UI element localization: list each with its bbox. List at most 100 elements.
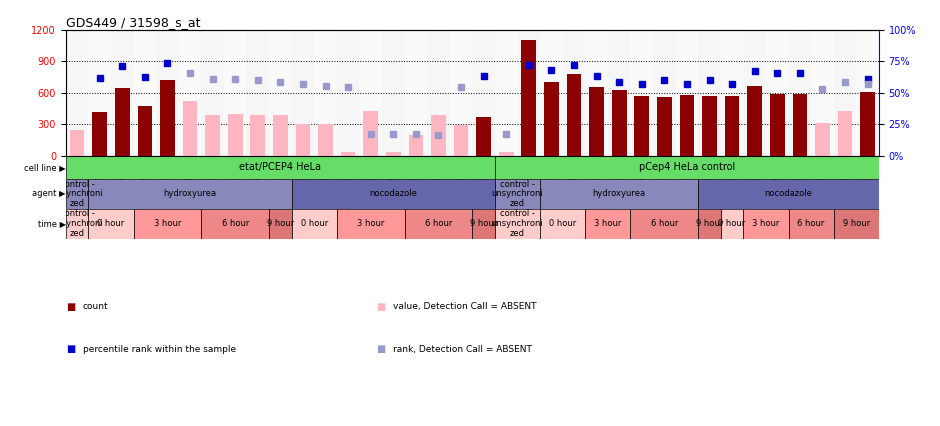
- Bar: [792, 94, 807, 156]
- Bar: [66, 179, 88, 209]
- Bar: [404, 30, 427, 156]
- Text: control -
unsynchroni
zed: control - unsynchroni zed: [492, 210, 543, 238]
- Bar: [811, 30, 834, 156]
- Bar: [657, 97, 672, 156]
- Bar: [133, 209, 201, 239]
- Bar: [201, 30, 224, 156]
- Text: control -
unsynchroni
zed: control - unsynchroni zed: [51, 210, 103, 238]
- Text: pCep4 HeLa control: pCep4 HeLa control: [639, 162, 735, 173]
- Bar: [88, 30, 111, 156]
- Bar: [725, 96, 740, 156]
- Bar: [499, 152, 513, 156]
- Text: agent ▶: agent ▶: [32, 189, 66, 199]
- Bar: [838, 111, 853, 156]
- Bar: [92, 112, 107, 156]
- Bar: [273, 115, 288, 156]
- Text: hydroxyurea: hydroxyurea: [592, 189, 646, 199]
- Text: ■: ■: [66, 302, 75, 312]
- Text: nocodazole: nocodazole: [369, 189, 417, 199]
- Bar: [586, 30, 608, 156]
- Text: 9 hour: 9 hour: [696, 219, 723, 228]
- Text: ■: ■: [376, 344, 385, 354]
- Bar: [522, 40, 536, 156]
- Text: 0 hour: 0 hour: [301, 219, 328, 228]
- Bar: [382, 30, 404, 156]
- Text: etat/PCEP4 HeLa: etat/PCEP4 HeLa: [240, 162, 321, 173]
- Bar: [567, 74, 581, 156]
- Bar: [702, 96, 717, 156]
- Bar: [319, 124, 333, 156]
- Text: GDS449 / 31598_s_at: GDS449 / 31598_s_at: [66, 16, 200, 29]
- Bar: [156, 30, 179, 156]
- Bar: [495, 179, 540, 209]
- Bar: [295, 124, 310, 156]
- Bar: [314, 30, 337, 156]
- Bar: [250, 115, 265, 156]
- Text: cell line ▶: cell line ▶: [24, 163, 66, 172]
- Bar: [269, 30, 291, 156]
- Bar: [744, 30, 766, 156]
- Bar: [201, 209, 269, 239]
- Bar: [454, 126, 468, 156]
- Text: 3 hour: 3 hour: [752, 219, 779, 228]
- Text: 0 hour: 0 hour: [549, 219, 576, 228]
- Bar: [631, 30, 653, 156]
- Bar: [133, 30, 156, 156]
- Bar: [364, 111, 378, 156]
- Text: 9 hour: 9 hour: [470, 219, 497, 228]
- Bar: [160, 80, 175, 156]
- Bar: [540, 30, 563, 156]
- Bar: [744, 209, 789, 239]
- Bar: [291, 179, 495, 209]
- Bar: [634, 96, 650, 156]
- Text: 6 hour: 6 hour: [797, 219, 824, 228]
- Bar: [680, 95, 695, 156]
- Text: percentile rank within the sample: percentile rank within the sample: [83, 345, 236, 354]
- Text: 9 hour: 9 hour: [842, 219, 870, 228]
- Text: value, Detection Call = ABSENT: value, Detection Call = ABSENT: [393, 302, 537, 311]
- Bar: [386, 152, 400, 156]
- Text: hydroxyurea: hydroxyurea: [164, 189, 216, 199]
- Bar: [495, 156, 879, 179]
- Bar: [137, 106, 152, 156]
- Bar: [698, 209, 721, 239]
- Bar: [269, 209, 291, 239]
- Bar: [495, 209, 540, 239]
- Bar: [860, 92, 875, 156]
- Bar: [608, 30, 631, 156]
- Bar: [359, 30, 382, 156]
- Text: 0 hour: 0 hour: [718, 219, 745, 228]
- Bar: [66, 30, 88, 156]
- Bar: [698, 30, 721, 156]
- Bar: [88, 209, 133, 239]
- Bar: [563, 30, 586, 156]
- Bar: [721, 30, 744, 156]
- Text: 6 hour: 6 hour: [650, 219, 678, 228]
- Text: control -
unsynchroni
zed: control - unsynchroni zed: [51, 180, 103, 208]
- Text: rank, Detection Call = ABSENT: rank, Detection Call = ABSENT: [393, 345, 532, 354]
- Bar: [477, 117, 491, 156]
- Bar: [291, 209, 337, 239]
- Bar: [473, 30, 495, 156]
- Bar: [205, 115, 220, 156]
- Text: 3 hour: 3 hour: [357, 219, 384, 228]
- Bar: [291, 30, 314, 156]
- Text: time ▶: time ▶: [38, 219, 66, 228]
- Bar: [66, 209, 88, 239]
- Text: 6 hour: 6 hour: [222, 219, 249, 228]
- Text: 3 hour: 3 hour: [594, 219, 621, 228]
- Bar: [409, 135, 423, 156]
- Bar: [182, 101, 197, 156]
- Bar: [789, 209, 834, 239]
- Bar: [88, 179, 291, 209]
- Text: control -
unsynchroni
zed: control - unsynchroni zed: [492, 180, 543, 208]
- Text: ■: ■: [66, 344, 75, 354]
- Bar: [586, 209, 631, 239]
- Bar: [404, 209, 473, 239]
- Text: 0 hour: 0 hour: [98, 219, 125, 228]
- Bar: [540, 179, 698, 209]
- Bar: [337, 209, 404, 239]
- Bar: [518, 30, 540, 156]
- Bar: [495, 30, 518, 156]
- Bar: [789, 30, 811, 156]
